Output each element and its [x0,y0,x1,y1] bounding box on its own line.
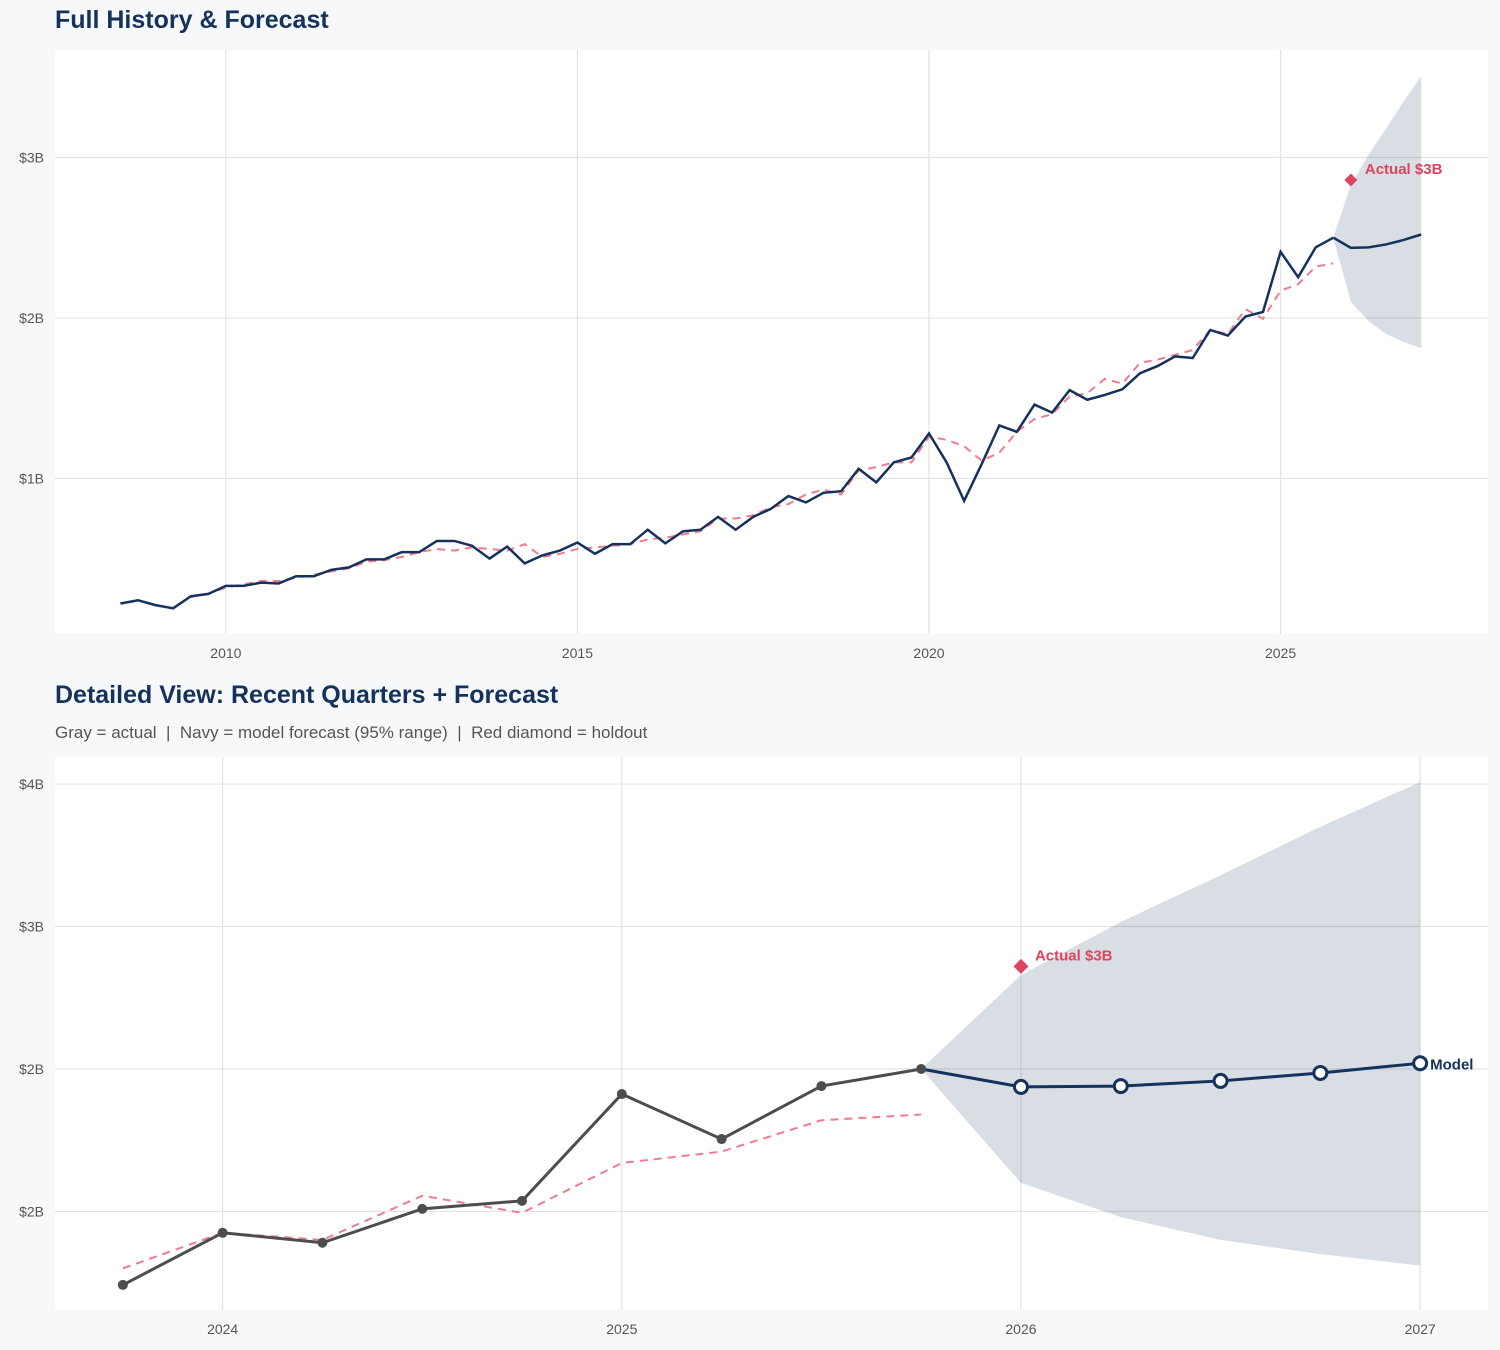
forecast-point [1312,1064,1329,1081]
y-tick-label: $1B [19,470,44,486]
forecast-point [1412,1055,1429,1072]
bottom-chart-subtitle: Gray = actual | Navy = model forecast (9… [55,723,648,742]
forecast-line [1332,233,1422,250]
actual-point [117,1279,128,1290]
y-tick-label: $2B [19,1061,44,1077]
y-tick-label: $2B [19,310,44,326]
actual-point [317,1237,328,1248]
y-tick-label: $2B [19,1203,44,1219]
holdout-diamond [1013,958,1029,974]
x-tick-label: 2026 [1005,1321,1036,1337]
actual-point [716,1134,727,1145]
bottom-chart-title: Detailed View: Recent Quarters + Forecas… [55,681,559,709]
x-tick-label: 2025 [606,1321,637,1337]
actual-point [916,1063,927,1074]
detail-chart: 2024 2025 2026 2027 $2B $2B $3B $4B Model Actual … [19,757,1488,1337]
plot-area [55,50,1488,634]
plot-area [55,757,1488,1310]
fitted-line [190,262,1334,599]
x-tick-label: 2015 [562,645,593,661]
model-label: Model [1430,1056,1473,1073]
forecast-point [1112,1078,1129,1095]
actual-point [217,1227,228,1238]
holdout-label: Actual $3B [1035,947,1113,964]
forecast-point [1212,1072,1229,1089]
x-tick-label: 2010 [210,645,241,661]
holdout-diamond [1344,173,1358,187]
top-chart-title: Full History & Forecast [55,6,329,34]
x-tick-label: 2024 [207,1321,238,1337]
forecast-interval-band [1333,76,1422,349]
forecast-point [1012,1078,1029,1095]
actual-point [417,1203,428,1214]
holdout-label: Actual $3B [1365,161,1443,178]
actual-point [616,1089,627,1100]
forecast-line [920,1061,1421,1089]
x-tick-label: 2025 [1265,645,1296,661]
x-tick-label: 2027 [1405,1321,1436,1337]
forecast-interval-band [921,782,1421,1266]
actual-line [120,236,1334,610]
history-chart: 2010 2015 2020 2025 $1B $2B $3B Actual $3B [19,50,1488,661]
y-tick-label: $4B [19,776,44,792]
actual-point [517,1195,528,1206]
actual-point [816,1081,827,1092]
x-tick-label: 2020 [913,645,944,661]
y-tick-label: $3B [19,919,44,935]
y-tick-label: $3B [19,149,44,165]
